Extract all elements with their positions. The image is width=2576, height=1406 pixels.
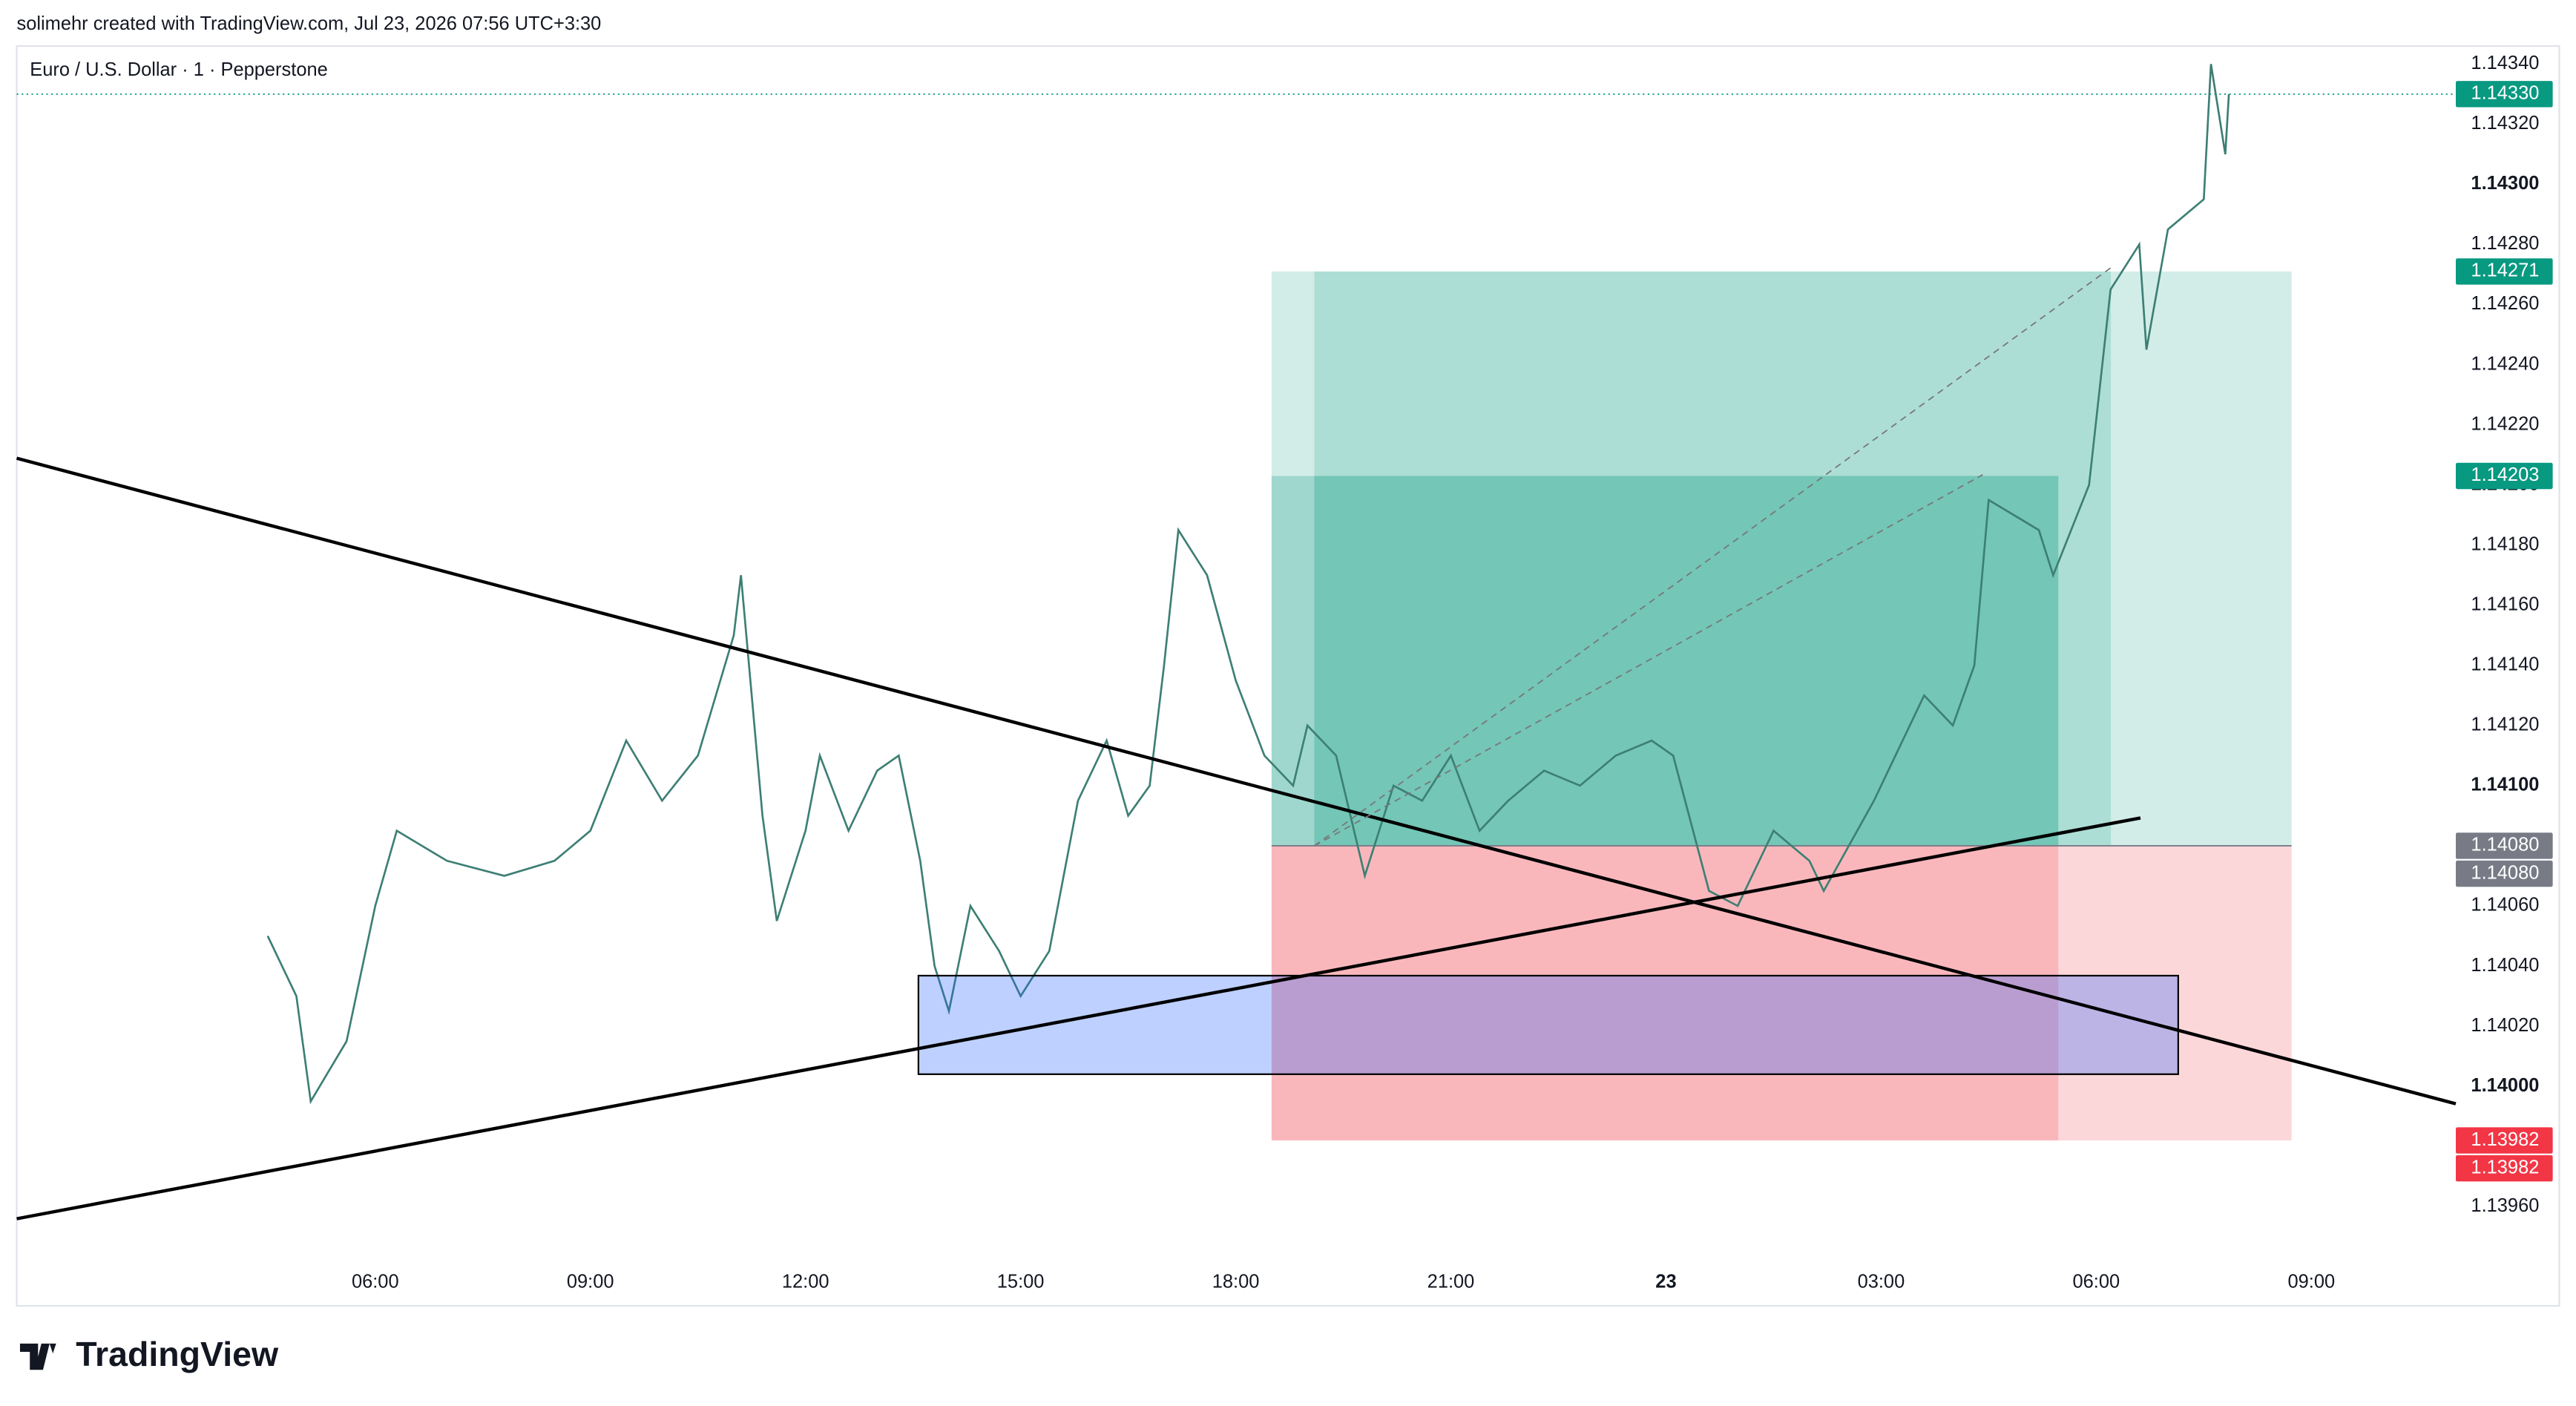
plot <box>16 64 2457 1105</box>
price-label: 1.13982 <box>2471 1129 2539 1150</box>
target-path <box>1313 267 2112 847</box>
price-line <box>266 64 2230 1105</box>
y-tick-label: 1.14300 <box>2471 173 2539 194</box>
price-label-box <box>2456 832 2553 859</box>
price-label-box <box>2456 81 2553 108</box>
price-label-box <box>2456 860 2553 887</box>
y-tick-label: 1.14100 <box>2471 775 2539 795</box>
profit-zone <box>1314 476 2059 846</box>
price-label-box <box>2456 1127 2553 1154</box>
y-tick-label: 1.14180 <box>2471 533 2539 554</box>
price-label: 1.14203 <box>2471 464 2539 485</box>
y-tick-label: 1.14060 <box>2471 895 2539 916</box>
y-tick-label: 1.14120 <box>2471 715 2539 735</box>
x-tick-label: 21:00 <box>1427 1272 1475 1292</box>
zone-box <box>917 974 2179 1075</box>
y-tick-label: 1.14140 <box>2471 654 2539 675</box>
position-tool <box>1271 271 2292 1141</box>
profit-zone <box>1271 271 2292 846</box>
y-tick-label: 1.14220 <box>2471 413 2539 434</box>
logo-text: TradingView <box>76 1335 279 1373</box>
x-tick-label: 09:00 <box>2287 1272 2335 1292</box>
price-label-box <box>2456 258 2553 285</box>
x-tick-label: 03:00 <box>1858 1272 1905 1292</box>
x-tick-label: 23 <box>1655 1272 1676 1292</box>
price-label: 1.14271 <box>2471 260 2539 281</box>
header: solimehr created with TradingView.com, J… <box>17 13 602 34</box>
logo: TradingView <box>19 1335 279 1373</box>
y-tick-label: 1.14040 <box>2471 955 2539 976</box>
y-tick-label: 1.14280 <box>2471 233 2539 254</box>
x-tick-label: 09:00 <box>567 1272 614 1292</box>
y-tick-label: 1.14020 <box>2471 1015 2539 1036</box>
pane-border <box>16 45 2560 1307</box>
trendline <box>16 816 2141 1221</box>
price-label: 1.14080 <box>2471 862 2539 883</box>
target-path <box>1313 474 1983 847</box>
y-tick-label: 1.14260 <box>2471 293 2539 314</box>
profit-zone <box>1271 476 2059 846</box>
symbol-title: Euro / U.S. Dollar · 1 · Pepperstone <box>30 59 328 80</box>
y-tick-label: 1.14000 <box>2471 1075 2539 1096</box>
y-tick-label: 1.14340 <box>2471 53 2539 73</box>
price-label-box <box>2456 462 2553 490</box>
price-label: 1.14330 <box>2471 83 2539 104</box>
y-tick-label: 1.13960 <box>2471 1195 2539 1216</box>
price-label: 1.14080 <box>2471 835 2539 855</box>
x-tick-label: 12:00 <box>782 1272 829 1292</box>
y-tick-label: 1.14160 <box>2471 594 2539 614</box>
stop-zone <box>1271 845 2292 1141</box>
x-tick-label: 18:00 <box>1212 1272 1260 1292</box>
axes: 1.139601.139801.140001.140201.140401.140… <box>352 53 2553 1292</box>
x-tick-label: 06:00 <box>2073 1272 2120 1292</box>
price-label-box <box>2456 1154 2553 1182</box>
price-label: 1.13982 <box>2471 1157 2539 1177</box>
y-tick-label: 1.14240 <box>2471 353 2539 374</box>
trendline <box>16 456 2457 1106</box>
x-tick-label: 15:00 <box>997 1272 1045 1292</box>
y-tick-label: 1.14320 <box>2471 113 2539 134</box>
x-tick-label: 06:00 <box>352 1272 399 1292</box>
